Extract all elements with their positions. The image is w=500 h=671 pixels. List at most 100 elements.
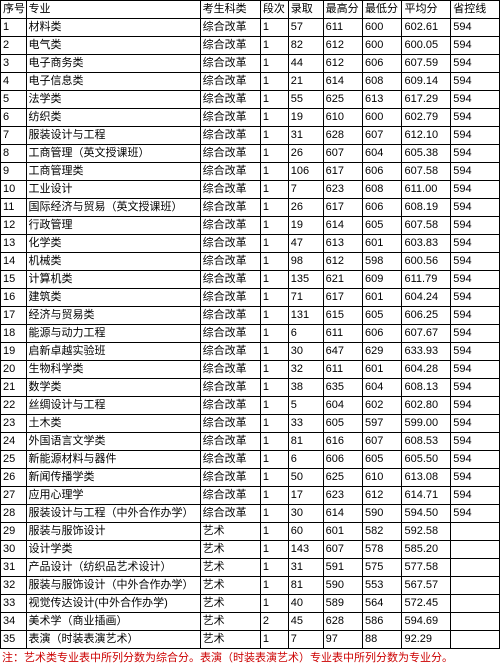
cell: 35	[1, 631, 27, 649]
table-row: 25新能源材料与器件综合改革16606605605.50594	[1, 451, 500, 469]
cell: 131	[288, 307, 323, 325]
cell: 81	[288, 577, 323, 595]
cell: 594	[451, 91, 500, 109]
cell: 34	[1, 613, 27, 631]
cell: 26	[288, 199, 323, 217]
cell: 614	[323, 505, 362, 523]
cell: 589	[323, 595, 362, 613]
cell: 11	[1, 199, 27, 217]
cell: 2	[260, 613, 288, 631]
table-row: 7服装设计与工程综合改革131628607612.10594	[1, 127, 500, 145]
cell: 综合改革	[200, 19, 260, 37]
cell: 综合改革	[200, 37, 260, 55]
cell: 628	[323, 613, 362, 631]
cell: 33	[288, 415, 323, 433]
cell: 607	[363, 127, 402, 145]
table-row: 27应用心理学综合改革117623612614.71594	[1, 487, 500, 505]
cell: 594	[451, 469, 500, 487]
cell: 572.45	[402, 595, 451, 613]
cell: 服装设计与工程（中外合作办学）	[26, 505, 200, 523]
cell: 608.13	[402, 379, 451, 397]
cell: 605	[363, 217, 402, 235]
cell: 综合改革	[200, 307, 260, 325]
header-row: 序号 专业 考生科类 段次 录取 最高分 最低分 平均分 省控线	[1, 1, 500, 19]
cell: 综合改革	[200, 235, 260, 253]
cell: 启新卓越实验班	[26, 343, 200, 361]
cell: 98	[288, 253, 323, 271]
cell: 30	[288, 505, 323, 523]
cell: 594	[451, 505, 500, 523]
cell: 材料类	[26, 19, 200, 37]
cell: 1	[260, 325, 288, 343]
cell: 586	[363, 613, 402, 631]
cell: 607.59	[402, 55, 451, 73]
cell: 20	[1, 361, 27, 379]
cell: 609	[363, 271, 402, 289]
cell: 16	[1, 289, 27, 307]
cell: 612	[363, 487, 402, 505]
col-line: 省控线	[451, 1, 500, 19]
cell: 4	[1, 73, 27, 91]
table-row: 4电子信息类综合改革121614608609.14594	[1, 73, 500, 91]
cell: 607.58	[402, 217, 451, 235]
cell: 电子信息类	[26, 73, 200, 91]
cell: 综合改革	[200, 397, 260, 415]
cell: 3	[1, 55, 27, 73]
cell: 6	[1, 109, 27, 127]
cell: 33	[1, 595, 27, 613]
cell: 614	[323, 73, 362, 91]
cell: 594	[451, 109, 500, 127]
cell: 606	[363, 163, 402, 181]
cell: 45	[288, 613, 323, 631]
table-row: 22丝绸设计与工程综合改革15604602602.80594	[1, 397, 500, 415]
cell: 综合改革	[200, 379, 260, 397]
cell: 22	[1, 397, 27, 415]
cell: 610	[323, 109, 362, 127]
cell: 628	[323, 127, 362, 145]
cell: 608.19	[402, 199, 451, 217]
cell: 594	[451, 415, 500, 433]
cell: 表演（时装表演艺术）	[26, 631, 200, 649]
cell: 603.83	[402, 235, 451, 253]
cell: 数学类	[26, 379, 200, 397]
cell: 605	[323, 415, 362, 433]
cell: 艺术	[200, 559, 260, 577]
cell: 生物科学类	[26, 361, 200, 379]
cell: 578	[363, 541, 402, 559]
table-row: 24外国语言文学类综合改革181616607608.53594	[1, 433, 500, 451]
cell: 综合改革	[200, 451, 260, 469]
cell: 21	[1, 379, 27, 397]
cell: 617	[323, 199, 362, 217]
cell: 592.58	[402, 523, 451, 541]
cell: 614.71	[402, 487, 451, 505]
cell: 艺术	[200, 631, 260, 649]
cell: 1	[260, 253, 288, 271]
cell: 607.67	[402, 325, 451, 343]
cell: 606	[323, 451, 362, 469]
cell	[451, 631, 500, 649]
cell: 106	[288, 163, 323, 181]
cell: 1	[260, 199, 288, 217]
col-avg: 平均分	[402, 1, 451, 19]
cell: 1	[260, 397, 288, 415]
cell: 594	[451, 19, 500, 37]
table-row: 16建筑类综合改革171617601604.24594	[1, 289, 500, 307]
cell: 国际经济与贸易（英文授课班）	[26, 199, 200, 217]
cell: 614	[323, 217, 362, 235]
cell: 1	[260, 541, 288, 559]
cell: 32	[288, 361, 323, 379]
cell: 应用心理学	[26, 487, 200, 505]
cell: 1	[260, 469, 288, 487]
cell: 新闻传播学类	[26, 469, 200, 487]
cell: 71	[288, 289, 323, 307]
cell: 综合改革	[200, 73, 260, 91]
table-row: 33视觉传达设计(中外合作办学)艺术140589564572.45	[1, 595, 500, 613]
cell: 567.57	[402, 577, 451, 595]
cell: 1	[260, 163, 288, 181]
cell: 594.50	[402, 505, 451, 523]
cell: 1	[260, 307, 288, 325]
cell: 594	[451, 361, 500, 379]
cell: 1	[260, 361, 288, 379]
cell: 28	[1, 505, 27, 523]
table-row: 10工业设计综合改革17623608611.00594	[1, 181, 500, 199]
